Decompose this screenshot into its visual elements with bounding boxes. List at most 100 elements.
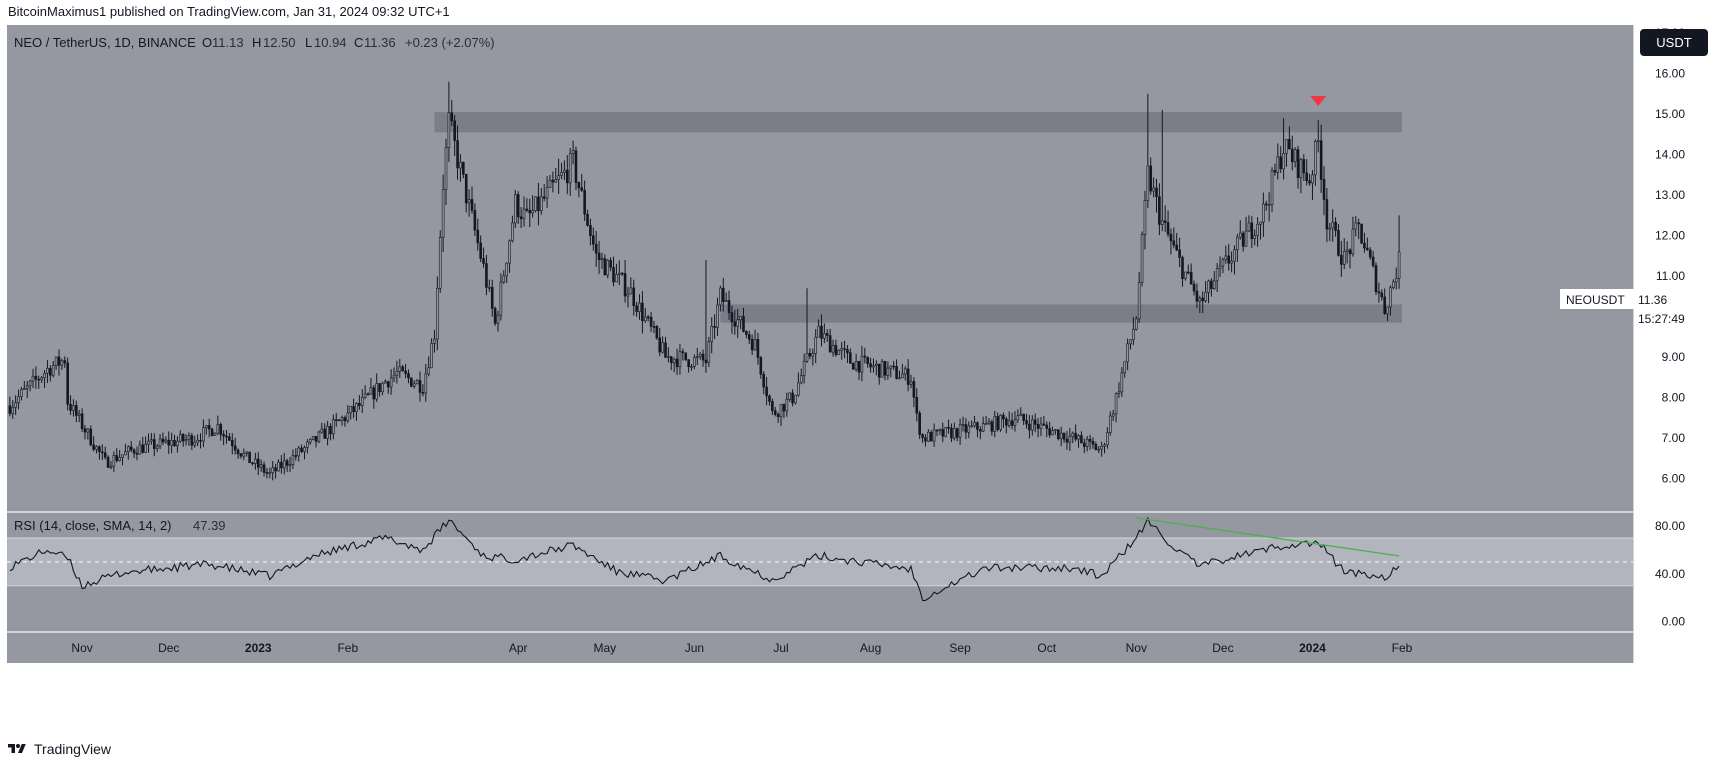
candle-body bbox=[1126, 343, 1129, 363]
candle-body bbox=[181, 434, 185, 442]
candle-body bbox=[924, 437, 927, 442]
candle-body bbox=[282, 460, 286, 469]
candle-body bbox=[522, 208, 526, 220]
candle-body bbox=[1074, 432, 1077, 440]
candle-body bbox=[695, 356, 699, 358]
candle-body bbox=[1389, 287, 1392, 308]
candle-body bbox=[505, 262, 508, 277]
candle-body bbox=[851, 363, 855, 370]
candle-body bbox=[164, 439, 168, 443]
candle-body bbox=[1123, 361, 1127, 374]
candle-body bbox=[60, 360, 64, 366]
candle-body bbox=[69, 403, 72, 411]
candle-body bbox=[843, 348, 846, 350]
candle-body bbox=[1103, 444, 1106, 447]
price-zone-1 bbox=[720, 304, 1402, 323]
candle-body bbox=[563, 169, 566, 173]
candle-body bbox=[987, 421, 991, 424]
candle-body bbox=[704, 359, 708, 364]
candle-body bbox=[1042, 423, 1046, 426]
time-axis-background bbox=[7, 633, 1633, 663]
candle-body bbox=[1114, 393, 1118, 415]
candle-body bbox=[496, 314, 500, 324]
candle-body bbox=[724, 300, 728, 302]
candle-body bbox=[375, 383, 378, 400]
candle-body bbox=[1293, 149, 1297, 163]
candle-body bbox=[638, 302, 641, 312]
legend-h-label: H bbox=[252, 35, 261, 50]
candle-body bbox=[248, 451, 251, 464]
time-tick-label: Feb bbox=[337, 641, 358, 655]
rsi-legend-value: 47.39 bbox=[193, 518, 226, 533]
candle-body bbox=[875, 363, 878, 367]
candle-body bbox=[938, 429, 942, 431]
candle-body bbox=[632, 287, 636, 307]
candle-body bbox=[167, 439, 171, 446]
candle-body bbox=[216, 424, 220, 434]
candle-body bbox=[776, 414, 780, 418]
candle-body bbox=[747, 334, 751, 340]
candle-body bbox=[750, 339, 754, 351]
candle-body bbox=[358, 402, 361, 406]
currency-button[interactable]: USDT bbox=[1640, 29, 1708, 56]
candle-body bbox=[1137, 282, 1141, 320]
candle-body bbox=[1276, 156, 1280, 173]
candle-body bbox=[629, 287, 633, 295]
candle-body bbox=[72, 405, 75, 411]
candle-body bbox=[1296, 149, 1300, 178]
candle-body bbox=[1247, 222, 1251, 232]
candle-body bbox=[1129, 339, 1132, 345]
candle-body bbox=[421, 392, 425, 394]
candle-body bbox=[92, 444, 95, 450]
candle-body bbox=[1351, 228, 1355, 255]
candle-body bbox=[1166, 222, 1170, 235]
candle-body bbox=[817, 325, 820, 338]
candle-body bbox=[80, 413, 84, 429]
candle-body bbox=[788, 392, 792, 400]
candle-body bbox=[37, 378, 41, 381]
price-tick-label: 7.00 bbox=[1662, 431, 1686, 445]
candle-body bbox=[1302, 159, 1306, 174]
candle-body bbox=[860, 355, 864, 373]
candle-body bbox=[31, 375, 35, 382]
candle-body bbox=[106, 456, 110, 468]
candle-body bbox=[1195, 290, 1199, 302]
candle-body bbox=[675, 358, 679, 368]
candle-body bbox=[1160, 220, 1164, 225]
candle-body bbox=[953, 428, 956, 439]
candle-body bbox=[984, 423, 988, 425]
candle-body bbox=[467, 199, 471, 204]
candle-body bbox=[401, 366, 404, 372]
candle-body bbox=[1250, 222, 1254, 239]
candle-body bbox=[178, 434, 182, 442]
candle-body bbox=[271, 467, 275, 473]
time-tick-label: Jun bbox=[685, 641, 704, 655]
candle-body bbox=[929, 431, 933, 442]
candle-body bbox=[254, 458, 257, 464]
candle-body bbox=[993, 416, 997, 432]
candle-body bbox=[1048, 428, 1051, 436]
last-price-value: 11.36 bbox=[1638, 293, 1667, 307]
candle-body bbox=[135, 452, 139, 455]
candle-body bbox=[262, 464, 266, 473]
candle-body bbox=[981, 423, 985, 432]
candle-body bbox=[727, 300, 731, 313]
candle-body bbox=[713, 325, 716, 328]
candle-body bbox=[927, 431, 930, 442]
candle-body bbox=[1308, 180, 1311, 184]
candle-body bbox=[204, 425, 208, 428]
candle-body bbox=[733, 321, 737, 327]
candle-body bbox=[20, 389, 23, 397]
price-chart-svg[interactable]: 6.007.008.009.0010.0011.0012.0013.0014.0… bbox=[0, 25, 1717, 727]
candle-body bbox=[684, 352, 688, 361]
currency-button-label: USDT bbox=[1656, 35, 1691, 50]
candle-body bbox=[643, 316, 647, 322]
candle-body bbox=[1019, 413, 1023, 417]
candle-body bbox=[317, 431, 321, 442]
candle-body bbox=[101, 451, 104, 454]
candle-body bbox=[597, 252, 601, 261]
candles-layer bbox=[8, 81, 1401, 481]
candle-body bbox=[1270, 170, 1274, 205]
candle-body bbox=[583, 190, 586, 215]
time-tick-label: Apr bbox=[509, 641, 528, 655]
